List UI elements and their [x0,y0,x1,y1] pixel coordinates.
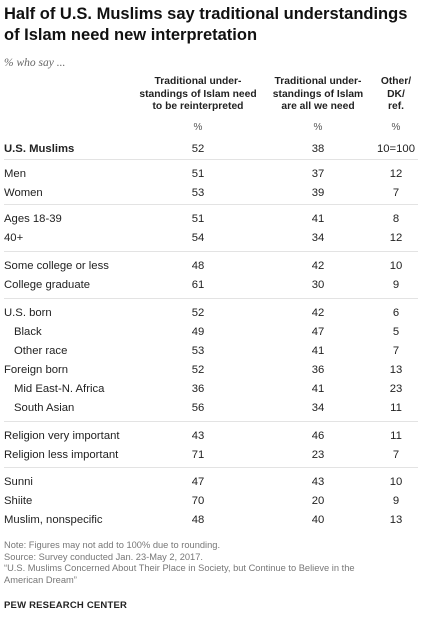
note-rounding: Note: Figures may not add to 100% due to… [4,540,221,550]
row-group-separator [4,467,418,468]
value-all-we-need: 40 [311,514,325,526]
value-reinterpret: 52 [191,143,205,155]
row-label: U.S. born [4,307,52,319]
note-report-title-2: American Dream” [4,574,77,585]
value-all-we-need: 47 [311,326,325,338]
row-label: Ages 18-39 [4,213,62,225]
value-other: 7 [392,345,400,357]
value-reinterpret: 56 [191,402,205,414]
value-other: 6 [392,307,400,319]
column-header-all-we-need: Traditional under-standings of Islam are … [272,76,364,112]
value-reinterpret: 48 [191,514,205,526]
value-all-we-need: 41 [311,383,325,395]
column-header-reinterpret: Traditional under-standings of Islam nee… [139,76,257,112]
row-label: Foreign born [4,364,69,376]
value-all-we-need: 37 [311,168,325,180]
row-group-separator [4,251,418,252]
row-label: Men [4,168,26,180]
row-label: Black [14,326,42,338]
value-all-we-need: 42 [311,307,325,319]
value-all-we-need: 30 [311,279,325,291]
row-label: 40+ [4,232,24,244]
row-label: U.S. Muslims [4,143,75,155]
value-reinterpret: 54 [191,232,205,244]
source-organization: PEW RESEARCH CENTER [4,600,128,611]
value-reinterpret: 47 [191,476,205,488]
value-reinterpret: 51 [191,213,205,225]
chart-title: Half of U.S. Muslims say traditional und… [4,5,408,44]
row-label: Religion less important [4,449,119,461]
value-all-we-need: 43 [311,476,325,488]
value-reinterpret: 61 [191,279,205,291]
value-reinterpret: 52 [191,307,205,319]
value-reinterpret: 36 [191,383,205,395]
column-unit-other: % [391,122,401,133]
value-all-we-need: 34 [311,232,325,244]
value-other: 13 [389,364,403,376]
value-reinterpret: 71 [191,449,205,461]
value-other: 5 [392,326,400,338]
value-all-we-need: 34 [311,402,325,414]
row-label: College graduate [4,279,91,291]
value-other: 7 [392,187,400,199]
value-other: 9 [392,495,400,507]
value-other: 10 [389,476,403,488]
row-group-separator [4,204,418,205]
note-source: Source: Survey conducted Jan. 23-May 2, … [4,551,203,562]
row-group-separator [4,421,418,422]
note-report-title-1: “U.S. Muslims Concerned About Their Plac… [4,563,355,574]
row-label: Shiite [4,495,33,507]
column-unit-all-we-need: % [313,122,323,133]
value-reinterpret: 43 [191,430,205,442]
value-reinterpret: 48 [191,260,205,272]
row-label: Women [4,187,43,199]
value-reinterpret: 51 [191,168,205,180]
value-all-we-need: 41 [311,345,325,357]
value-reinterpret: 52 [191,364,205,376]
value-reinterpret: 53 [191,187,205,199]
value-all-we-need: 23 [311,449,325,461]
value-other: 12 [389,232,403,244]
value-all-we-need: 42 [311,260,325,272]
row-label: Sunni [4,476,33,488]
row-label: Other race [14,345,68,357]
row-group-separator [4,159,418,160]
row-label: Some college or less [4,260,109,272]
value-other: 10 [389,260,403,272]
value-other: 23 [389,383,403,395]
row-label: Muslim, nonspecific [4,514,103,526]
value-other: 12 [389,168,403,180]
value-other: 7 [392,449,400,461]
value-all-we-need: 39 [311,187,325,199]
value-other: 10=100 [376,143,415,155]
value-all-we-need: 46 [311,430,325,442]
column-header-other: Other/DK/ref. [380,76,412,112]
value-all-we-need: 41 [311,213,325,225]
value-other: 13 [389,514,403,526]
value-reinterpret: 53 [191,345,205,357]
value-all-we-need: 36 [311,364,325,376]
column-unit-reinterpret: % [193,122,203,133]
value-all-we-need: 38 [311,143,325,155]
row-label: Mid East-N. Africa [14,383,105,395]
value-reinterpret: 70 [191,495,205,507]
footnotes: Note: Figures may not add to 100% due to… [4,540,418,586]
value-all-we-need: 20 [311,495,325,507]
chart-subtitle: % who say ... [4,57,66,69]
value-other: 11 [390,430,402,442]
row-group-separator [4,298,418,299]
value-other: 8 [392,213,400,225]
value-other: 9 [392,279,400,291]
value-reinterpret: 49 [191,326,205,338]
row-label: South Asian [14,402,75,414]
row-label: Religion very important [4,430,120,442]
value-other: 11 [390,402,402,414]
